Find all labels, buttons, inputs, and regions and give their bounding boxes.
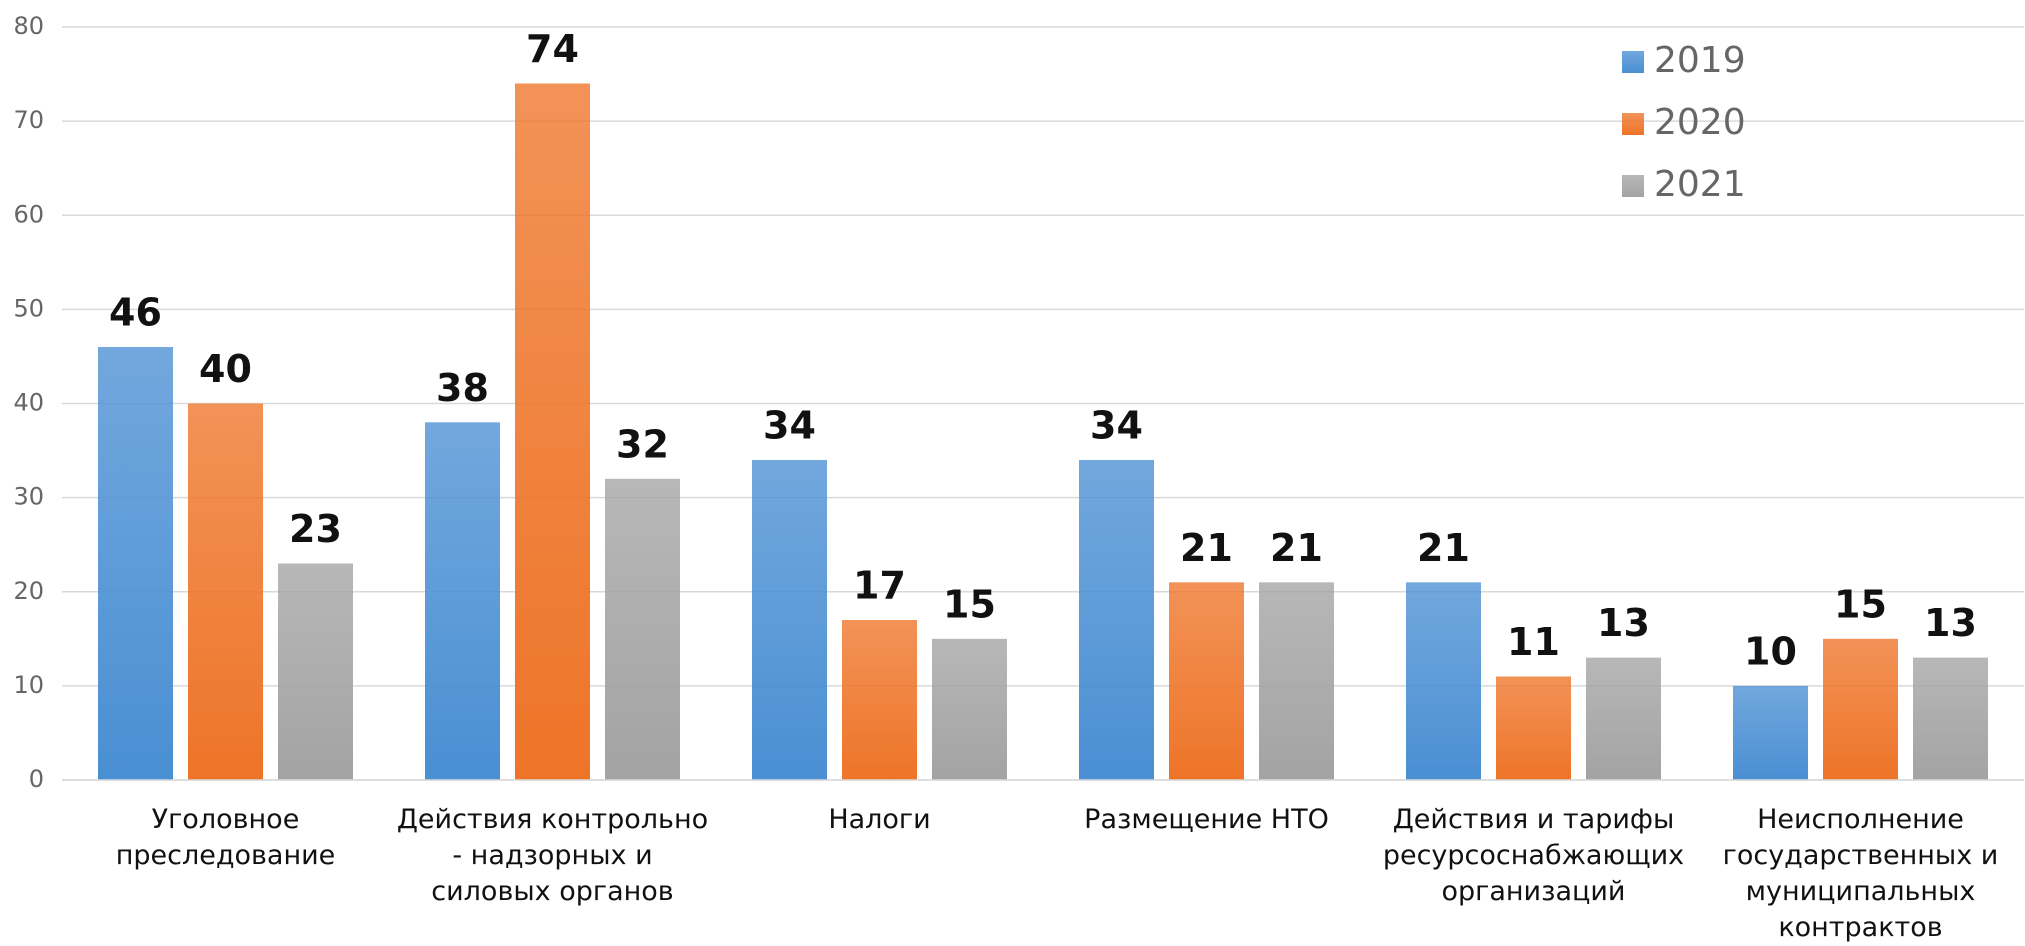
x-tick-label: Налоги [720, 802, 1040, 838]
y-tick-label: 0 [29, 765, 44, 793]
x-tick-label: Неисполнение государственных и муниципал… [1701, 802, 2021, 946]
x-tick-label: Действия и тарифы ресурсоснабжающих орга… [1374, 802, 1694, 910]
bar [1406, 582, 1481, 780]
y-tick-label: 50 [13, 294, 44, 322]
y-tick-label: 10 [13, 671, 44, 699]
bar [1823, 639, 1898, 780]
value-label: 40 [199, 347, 252, 391]
bar [1586, 658, 1661, 780]
bar [605, 479, 680, 780]
x-tick-label: Уголовное преследование [66, 802, 386, 874]
value-label: 13 [1597, 601, 1650, 645]
bar [1079, 460, 1154, 780]
value-label: 21 [1270, 526, 1323, 570]
bar [188, 404, 263, 781]
y-tick-label: 70 [13, 106, 44, 134]
y-tick-label: 60 [13, 200, 44, 228]
y-tick-label: 30 [13, 483, 44, 511]
legend-label: 2019 [1654, 40, 1746, 81]
bar [425, 422, 500, 780]
legend-swatch [1622, 175, 1644, 197]
value-label: 15 [943, 582, 996, 626]
value-label: 21 [1180, 526, 1233, 570]
y-tick-label: 40 [13, 389, 44, 417]
x-tick-label: Действия контрольно - надзорных и силовы… [393, 802, 713, 910]
bar [1259, 582, 1334, 780]
bar [1169, 582, 1244, 780]
bar [1733, 686, 1808, 780]
bar [515, 83, 590, 780]
value-label: 34 [1090, 403, 1143, 447]
value-label: 74 [526, 27, 579, 71]
value-label: 32 [616, 422, 669, 466]
bar [1913, 658, 1988, 780]
value-label: 46 [109, 291, 162, 335]
value-label: 34 [763, 403, 816, 447]
value-label: 17 [853, 563, 906, 607]
chart: 0 10 20 30 40 50 60 70 80 46 40 23 38 74 32 34 17 15 34 21 2… [0, 0, 2025, 942]
y-tick-label: 80 [13, 12, 44, 40]
legend-label: 2021 [1654, 164, 1746, 205]
page: 0 10 20 30 40 50 60 70 80 46 40 23 38 74 32 34 17 15 34 21 2… [0, 0, 2025, 942]
legend-swatch [1622, 113, 1644, 135]
legend-swatch [1622, 51, 1644, 73]
value-label: 21 [1417, 526, 1470, 570]
legend-label: 2020 [1654, 102, 1746, 143]
value-label: 38 [436, 366, 489, 410]
value-label: 23 [289, 507, 342, 551]
value-label: 15 [1834, 582, 1887, 626]
bar [98, 347, 173, 780]
bar [1496, 676, 1571, 780]
y-tick-label: 20 [13, 577, 44, 605]
value-label: 13 [1924, 601, 1977, 645]
value-label: 11 [1507, 620, 1560, 664]
bar [842, 620, 917, 780]
x-tick-label: Размещение НТО [1047, 802, 1367, 838]
bar [932, 639, 1007, 780]
value-label: 10 [1744, 629, 1797, 673]
bar [752, 460, 827, 780]
bar [278, 564, 353, 780]
